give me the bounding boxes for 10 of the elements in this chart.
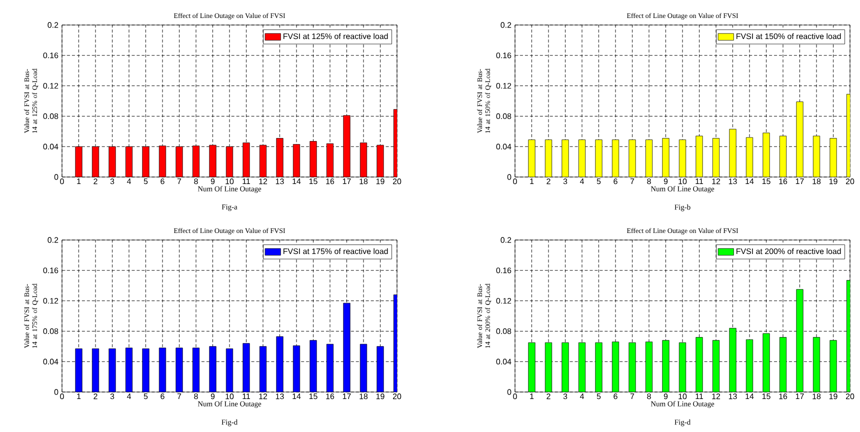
bar [830, 138, 837, 178]
bar [696, 136, 703, 178]
bar [628, 140, 636, 178]
bar [595, 140, 602, 178]
bar [796, 102, 804, 178]
bar [762, 132, 770, 178]
bar [562, 140, 569, 178]
bar [528, 140, 536, 178]
bar [729, 128, 736, 178]
bar [662, 138, 670, 178]
